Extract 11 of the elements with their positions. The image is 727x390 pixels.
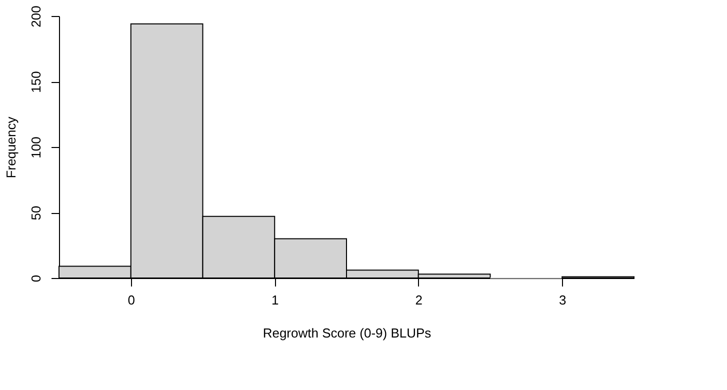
y-tick-label: 150 <box>28 71 44 93</box>
y-tick-label: 0 <box>28 274 44 282</box>
x-tick-label: 0 <box>128 292 135 308</box>
y-tick-label: 50 <box>28 206 44 220</box>
y-tick-label: 100 <box>28 136 44 158</box>
y-tick-label: 200 <box>28 6 44 28</box>
x-tick-label: 3 <box>559 292 566 308</box>
x-tick-label: 1 <box>272 292 279 308</box>
x-axis-title: Regrowth Score (0-9) BLUPs <box>262 326 432 340</box>
y-axis-title: Frequency <box>4 116 18 178</box>
x-tick-label: 2 <box>415 292 422 308</box>
